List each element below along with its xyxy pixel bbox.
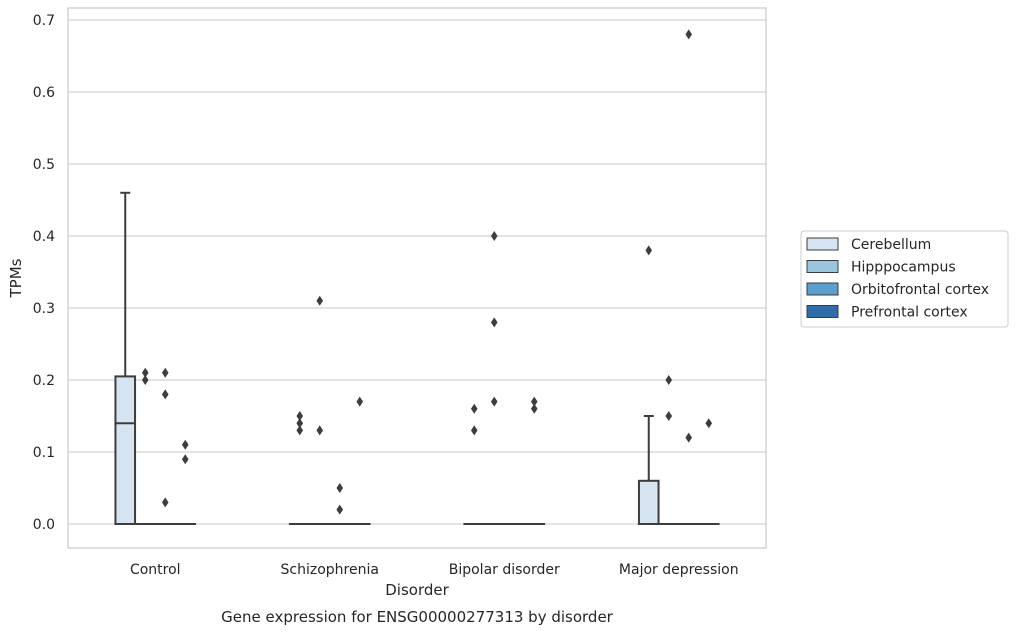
x-tick-label: Schizophrenia [281, 562, 379, 578]
outlier-point [161, 367, 169, 378]
legend: Cerebellum Hipppocampus Orbitofrontal cort… [800, 230, 1009, 328]
y-tick-label: 0.4 [33, 229, 55, 245]
legend-frame [800, 230, 1009, 328]
outlier-point [296, 425, 304, 436]
outlier-point [470, 403, 478, 414]
outlier-point [490, 317, 498, 328]
series-hipppocampus [134, 231, 680, 526]
outlier-point [161, 389, 169, 400]
outlier-point [645, 245, 653, 256]
outlier-point [181, 439, 189, 450]
outlier-point [705, 418, 713, 429]
outlier-point [356, 396, 364, 407]
outlier-point [490, 396, 498, 407]
outlier-point [336, 483, 344, 493]
plot-area-frame [67, 7, 767, 549]
x-tick-label: Bipolar disorder [449, 562, 560, 578]
outlier-point [181, 454, 189, 465]
box [114, 375, 137, 525]
legend-swatch [806, 237, 839, 251]
outlier-point [665, 375, 673, 385]
figure-caption: Gene expression for ENSG00000277313 by d… [221, 608, 614, 626]
outlier-point [316, 295, 324, 306]
legend-label: Cerebellum [851, 237, 931, 253]
outlier-point [685, 432, 693, 443]
y-tick-label: 0.1 [33, 445, 55, 461]
outlier-point [316, 425, 324, 436]
y-tick-label: 0.7 [33, 13, 55, 29]
y-tick-label: 0.2 [33, 373, 55, 389]
series-prefrontal-cortex [174, 396, 720, 526]
y-tick-label: 0.5 [33, 157, 55, 173]
box [637, 479, 660, 525]
legend-label: Orbitofrontal cortex [851, 282, 989, 298]
outlier-point [685, 29, 693, 40]
outlier-point [296, 418, 304, 429]
legend-label: Hipppocampus [851, 260, 956, 276]
box-series [114, 29, 720, 526]
x-tick-label: Major depression [619, 562, 739, 578]
outlier-point [530, 396, 538, 407]
y-tick-label: 0.3 [33, 301, 55, 317]
y-tick-label: 0.0 [33, 517, 55, 533]
outlier-point [336, 504, 344, 515]
outlier-point [470, 425, 478, 436]
legend-swatch [806, 305, 839, 318]
outlier-point [296, 411, 304, 421]
x-axis-ticks: Control Schizophrenia Bipolar disorder Majo… [130, 562, 739, 578]
y-gridlines [68, 19, 766, 525]
outlier-point [490, 231, 498, 241]
legend-swatch [806, 282, 839, 296]
x-axis-label: Disorder [385, 581, 449, 599]
legend-swatch [806, 260, 839, 273]
outlier-point [665, 411, 673, 421]
outlier-point [530, 403, 538, 414]
outlier-point [141, 375, 149, 385]
x-tick-label: Control [130, 562, 181, 578]
y-axis-ticks: 0.0 0.1 0.2 0.3 0.4 0.5 0.6 0.7 [33, 13, 55, 533]
series-cerebellum [114, 191, 660, 526]
outlier-point [161, 497, 169, 508]
y-axis-label: TPMs [7, 258, 25, 298]
legend-label: Prefrontal cortex [851, 305, 968, 321]
y-tick-label: 0.6 [33, 85, 55, 101]
series-orbitofrontal-cortex [154, 29, 700, 526]
outlier-point [141, 367, 149, 378]
